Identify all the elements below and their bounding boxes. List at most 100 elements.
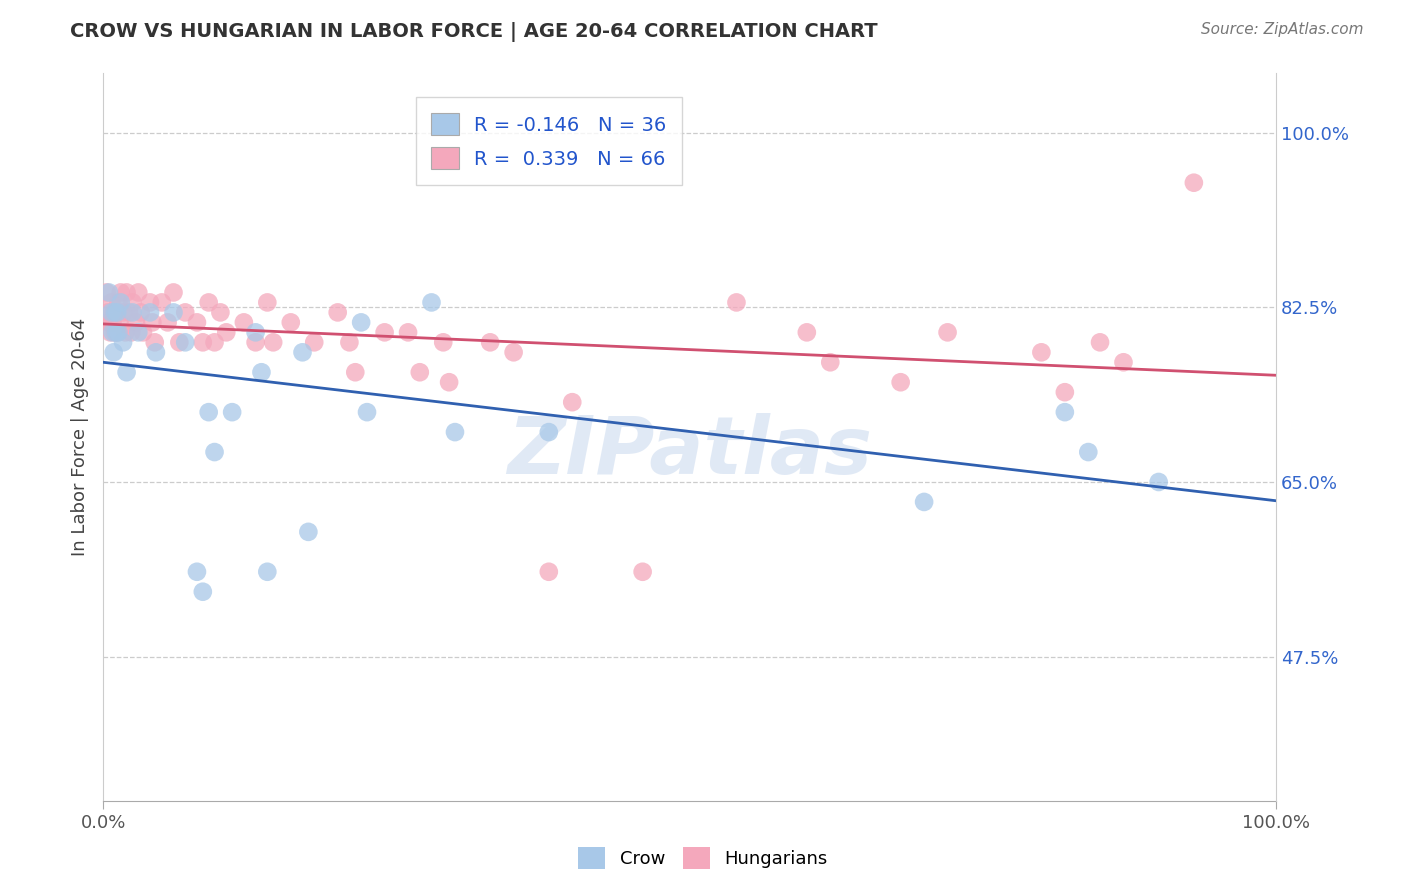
Legend: Crow, Hungarians: Crow, Hungarians [569,838,837,879]
Point [191,335,214,350]
Point [127,326,149,340]
Point [169,335,191,350]
Point [103,305,125,319]
Point [107,326,129,340]
Point [186,315,208,329]
Point [245,326,267,340]
Point [479,335,502,350]
Point [250,365,273,379]
Point [101,315,124,329]
Point [432,335,454,350]
Point [291,345,314,359]
Point [912,495,935,509]
Point [139,305,162,319]
Point [145,345,167,359]
Point [103,345,125,359]
Point [162,285,184,300]
Text: ZIPatlas: ZIPatlas [508,413,872,491]
Point [174,305,197,319]
Point [104,305,127,319]
Point [204,445,226,459]
Point [256,295,278,310]
Point [245,335,267,350]
Point [143,335,166,350]
Point [115,285,138,300]
Point [1031,345,1053,359]
Text: Source: ZipAtlas.com: Source: ZipAtlas.com [1201,22,1364,37]
Point [105,326,128,340]
Point [139,295,162,310]
Point [150,295,173,310]
Point [502,345,524,359]
Point [537,565,560,579]
Point [110,285,132,300]
Point [374,326,396,340]
Point [326,305,349,319]
Point [100,305,122,319]
Point [156,315,179,329]
Point [98,285,121,300]
Point [186,565,208,579]
Point [280,315,302,329]
Point [98,315,121,329]
Point [115,365,138,379]
Point [444,425,467,439]
Point [356,405,378,419]
Y-axis label: In Labor Force | Age 20-64: In Labor Force | Age 20-64 [72,318,89,557]
Point [232,315,254,329]
Point [108,315,131,329]
Point [1053,385,1076,400]
Point [396,326,419,340]
Point [262,335,284,350]
Point [141,315,163,329]
Point [221,405,243,419]
Point [105,305,128,319]
Point [105,326,128,340]
Point [98,326,121,340]
Point [1182,176,1205,190]
Point [302,335,325,350]
Point [420,295,443,310]
Point [725,295,748,310]
Point [561,395,583,409]
Point [191,584,214,599]
Point [1112,355,1135,369]
Point [204,335,226,350]
Point [209,305,232,319]
Point [936,326,959,340]
Point [132,326,155,340]
Point [100,295,122,310]
Point [1147,475,1170,489]
Point [437,376,460,390]
Text: CROW VS HUNGARIAN IN LABOR FORCE | AGE 20-64 CORRELATION CHART: CROW VS HUNGARIAN IN LABOR FORCE | AGE 2… [70,22,877,42]
Legend: R = -0.146   N = 36, R =  0.339   N = 66: R = -0.146 N = 36, R = 0.339 N = 66 [416,97,682,185]
Point [197,295,219,310]
Point [1053,405,1076,419]
Point [96,285,118,300]
Point [256,565,278,579]
Point [104,326,127,340]
Point [197,405,219,419]
Point [125,315,148,329]
Point [796,326,818,340]
Point [127,285,149,300]
Point [112,335,135,350]
Point [121,305,143,319]
Point [890,376,912,390]
Point [129,305,152,319]
Point [114,326,136,340]
Point [297,524,319,539]
Point [537,425,560,439]
Point [97,305,120,319]
Point [118,305,141,319]
Point [1077,445,1099,459]
Point [350,315,373,329]
Point [162,305,184,319]
Point [105,305,128,319]
Point [107,295,129,310]
Point [820,355,842,369]
Point [101,326,124,340]
Point [409,365,432,379]
Point [110,295,132,310]
Point [339,335,361,350]
